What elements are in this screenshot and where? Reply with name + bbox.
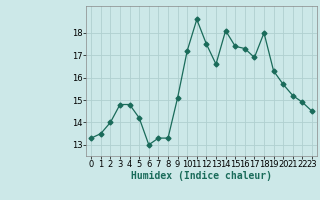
X-axis label: Humidex (Indice chaleur): Humidex (Indice chaleur) <box>131 171 272 181</box>
